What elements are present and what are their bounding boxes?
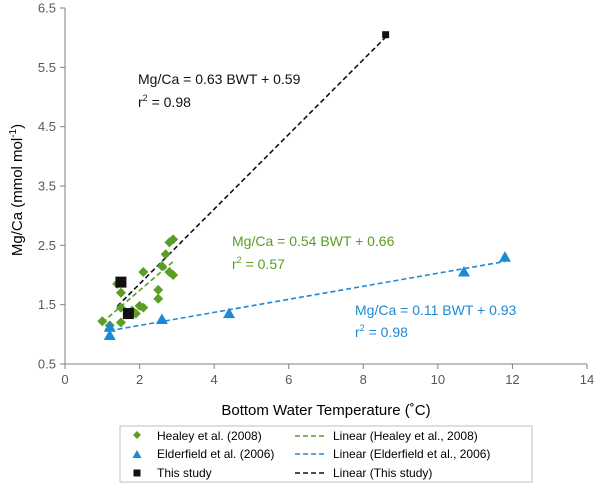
point-healey [156,261,167,272]
point-this-study [382,31,390,39]
x-tick-label: 10 [431,372,445,387]
trendline-2 [116,36,387,307]
equation-elderfield: Mg/Ca = 0.11 BWT + 0.93 [355,302,517,318]
x-tick-label: 6 [285,372,292,387]
point-healey [138,267,149,278]
point-elderfield [223,307,236,319]
legend-label-healey: Healey et al. (2008) [157,429,262,443]
equation-this-study: Mg/Ca = 0.63 BWT + 0.59 [138,71,301,87]
data-points [97,31,511,341]
point-healey [153,284,164,295]
y-tick-label: 5.5 [38,60,56,75]
point-elderfield [103,321,116,332]
legend-label-linear-elderfield: Linear (Elderfield et al., 2006) [333,447,490,461]
r2-this-study: r2 = 0.98 [138,93,191,110]
point-healey [153,293,164,304]
x-tick-label: 8 [360,372,367,387]
legend-label-linear-healey: Linear (Healey et al., 2008) [333,429,478,443]
annotation-healey: Mg/Ca = 0.54 BWT + 0.66 r2 = 0.57 [232,233,395,272]
legend-marker-healey [133,431,141,439]
point-elderfield [498,251,511,262]
y-tick-label: 3.5 [38,179,56,194]
x-tick-label: 2 [136,372,143,387]
y-tick-label: 2.5 [38,238,56,253]
point-healey [138,302,149,313]
point-healey [168,234,179,245]
x-tick-label: 4 [211,372,218,387]
legend-label-this-study: This study [157,466,212,480]
point-elderfield [457,266,470,277]
point-healey [97,316,108,327]
legend-label-linear-this-study: Linear (This study) [333,466,432,480]
x-tick-label: 14 [580,372,594,387]
r2-healey: r2 = 0.57 [232,255,285,272]
legend-label-elderfield: Elderfield et al. (2006) [157,447,274,461]
point-healey [115,287,126,298]
equation-healey: Mg/Ca = 0.54 BWT + 0.66 [232,233,395,249]
axes: 0.5 1.5 2.5 3.5 4.5 5.5 6.5 0 2 4 6 8 10 12 14 [38,1,594,388]
point-this-study [122,308,134,320]
point-healey [115,317,126,328]
x-axis-label: Bottom Water Temperature (˚C) [221,402,430,419]
legend-box [119,425,533,483]
y-tick-label: 4.5 [38,119,56,134]
y-tick-label: 6.5 [38,1,56,16]
r2-elderfield: r2 = 0.98 [355,323,408,340]
trendline-1 [109,260,506,332]
y-axis-label: Mg/Ca (mmol mol-1) [8,124,26,256]
legend: Healey et al. (2008) Elderfield et al. (… [119,425,533,483]
point-healey [160,249,171,260]
point-elderfield [103,329,116,341]
legend-marker-elderfield [132,450,142,458]
point-this-study [115,276,127,288]
legend-marker-this-study [133,469,141,477]
x-tick-label: 0 [61,372,68,387]
y-tick-label: 1.5 [38,297,56,312]
x-tick-label: 12 [505,372,519,387]
annotation-this-study: Mg/Ca = 0.63 BWT + 0.59 r2 = 0.98 [138,71,301,110]
trendlines [101,36,506,332]
point-elderfield [155,313,168,324]
point-healey [168,270,179,280]
annotation-elderfield: Mg/Ca = 0.11 BWT + 0.93 r2 = 0.98 [355,302,517,340]
y-tick-label: 0.5 [38,357,56,372]
